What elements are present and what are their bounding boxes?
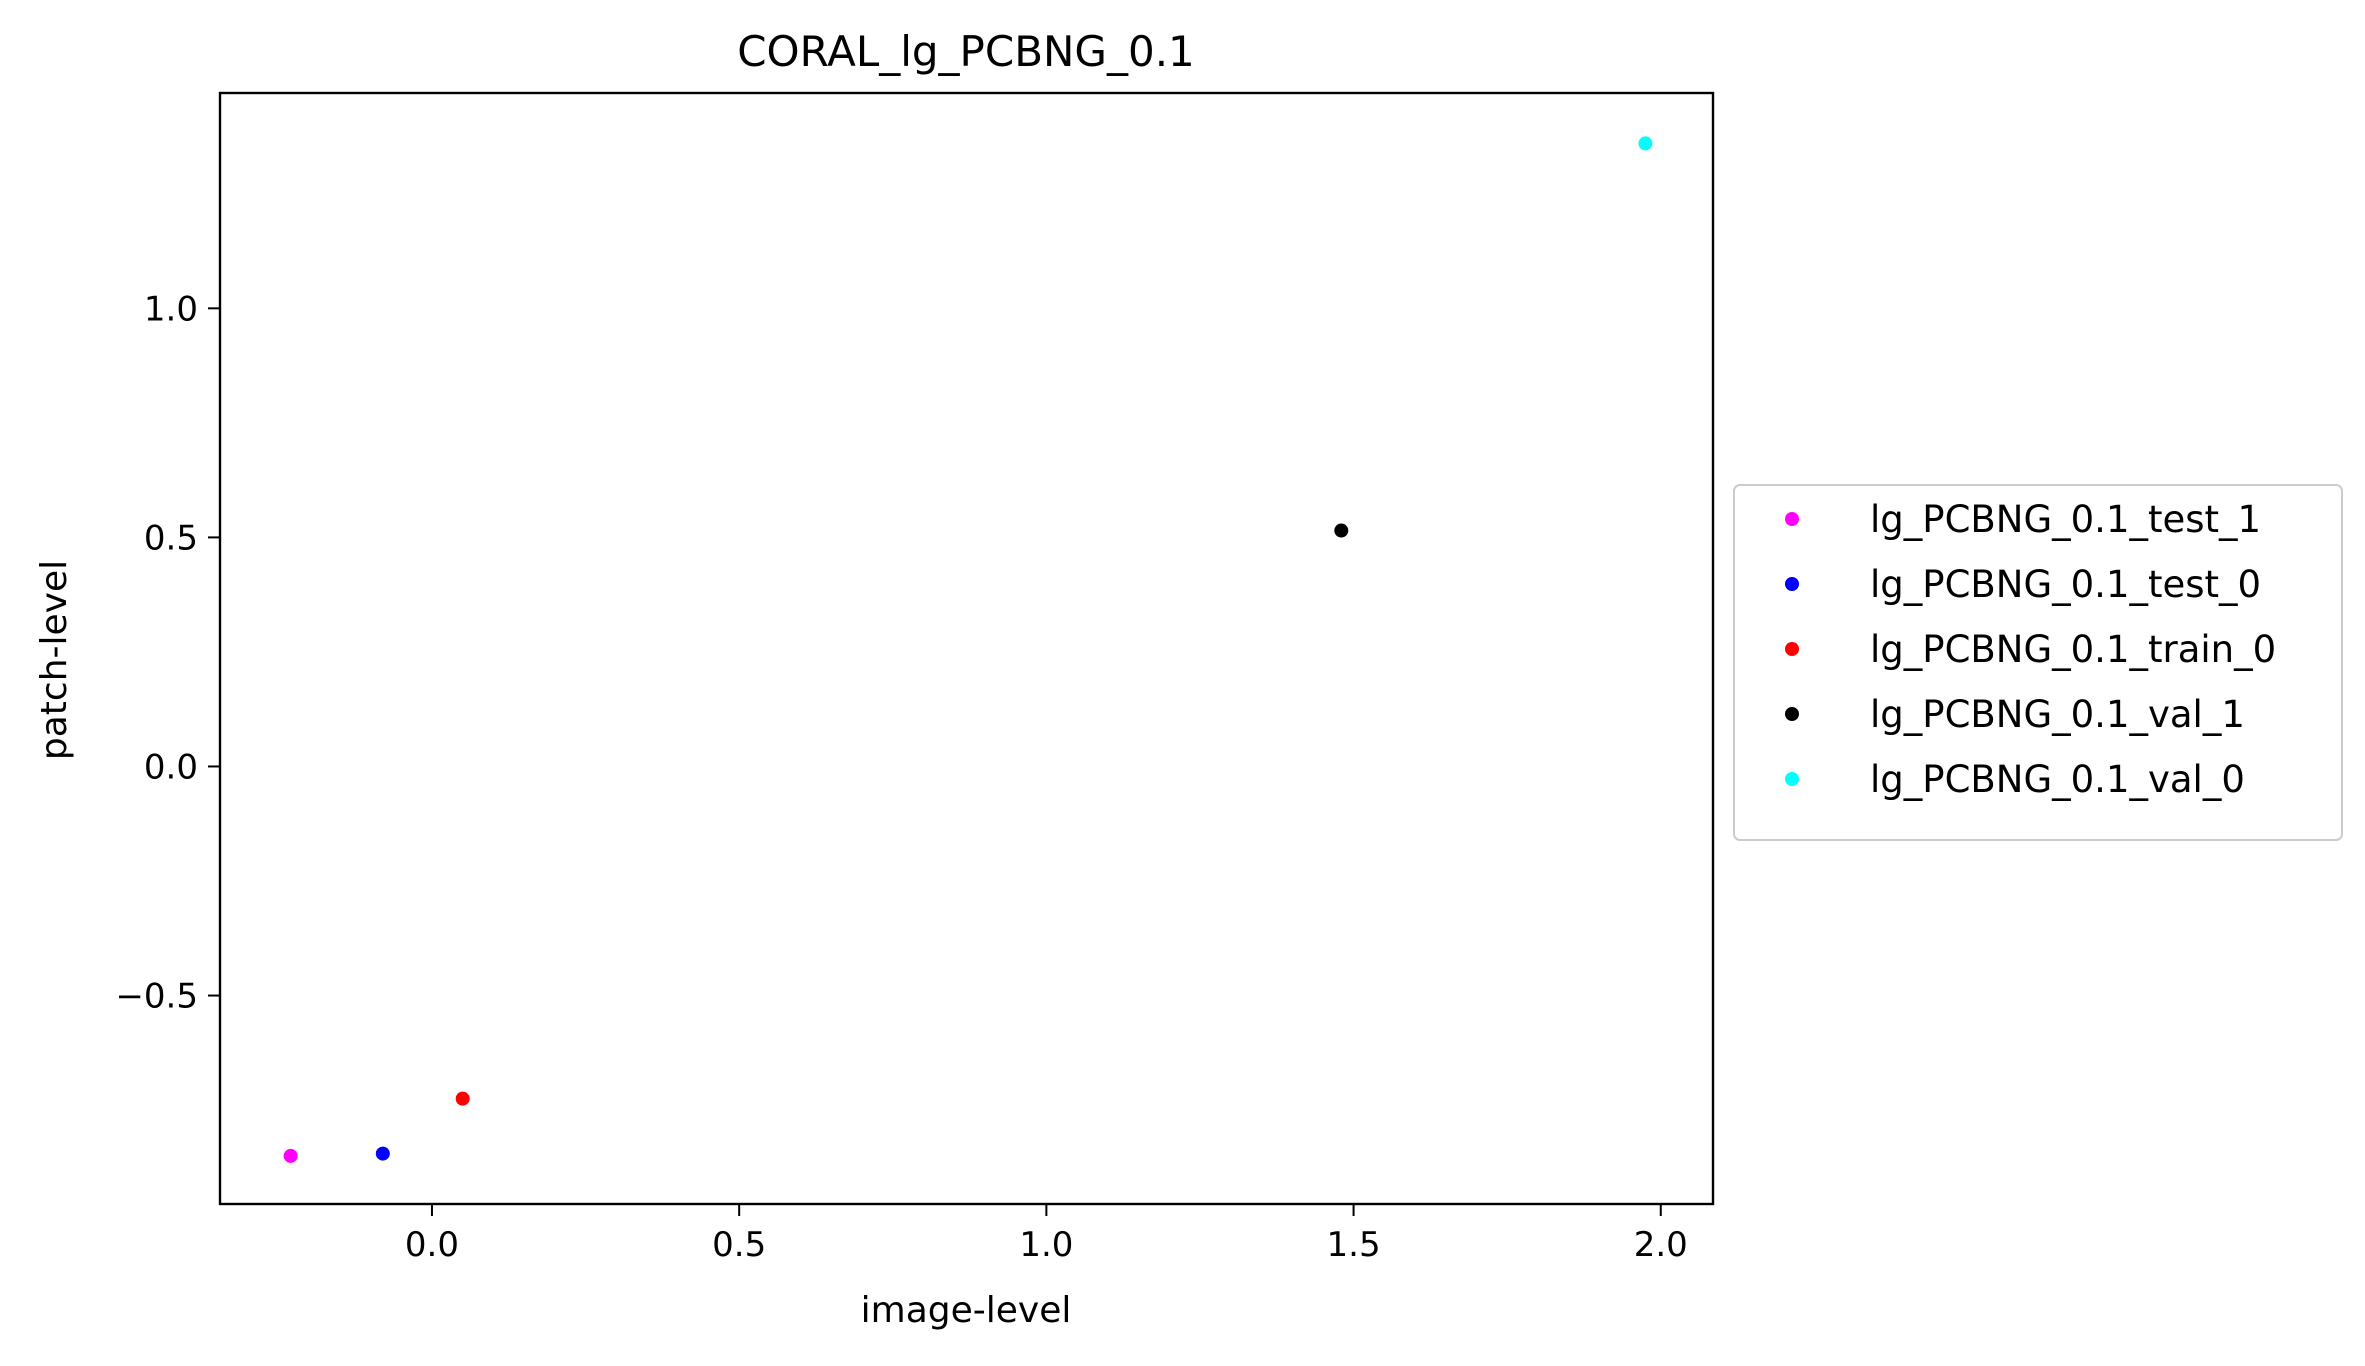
legend-label: lg_PCBNG_0.1_test_0	[1870, 563, 2261, 606]
legend-marker	[1785, 512, 1799, 526]
legend-marker	[1785, 707, 1799, 721]
x-tick-label: 0.5	[712, 1225, 766, 1265]
legend-box	[1733, 484, 2343, 841]
data-point	[375, 1146, 390, 1161]
axes: 0.0 0.5 1.0 1.5 2.0 −0.5 0.0 0.5 1.0	[115, 91, 1715, 1265]
data-point	[455, 1091, 470, 1106]
x-tick-label: 0.0	[405, 1225, 459, 1265]
x-tick-label: 1.0	[1019, 1225, 1073, 1265]
y-axis-label: patch-level	[34, 560, 75, 760]
legend-label: lg_PCBNG_0.1_train_0	[1870, 628, 2276, 671]
plot-frame	[218, 91, 1715, 1206]
legend-marker	[1785, 577, 1799, 591]
legend-label: lg_PCBNG_0.1_val_1	[1870, 693, 2245, 736]
data-point	[1638, 136, 1653, 151]
y-tick-label: 0.5	[144, 518, 198, 558]
x-axis-label: image-level	[861, 1290, 1072, 1331]
data-point	[283, 1148, 298, 1163]
legend-marker	[1785, 772, 1799, 786]
data-point	[1334, 523, 1349, 538]
y-tick-label: 0.0	[144, 747, 198, 787]
legend-marker	[1785, 642, 1799, 656]
legend-label: lg_PCBNG_0.1_val_0	[1870, 758, 2245, 801]
x-tick-label: 1.5	[1327, 1225, 1381, 1265]
legend-label: lg_PCBNG_0.1_test_1	[1870, 498, 2261, 541]
y-tick-label: −0.5	[115, 977, 198, 1017]
plot-area	[283, 136, 1653, 1163]
x-tick-label: 2.0	[1634, 1225, 1688, 1265]
chart-title: CORAL_lg_PCBNG_0.1	[737, 27, 1195, 76]
y-tick-label: 1.0	[144, 289, 198, 329]
legend: lg_PCBNG_0.1_test_1 lg_PCBNG_0.1_test_0lg…	[1733, 484, 2343, 841]
